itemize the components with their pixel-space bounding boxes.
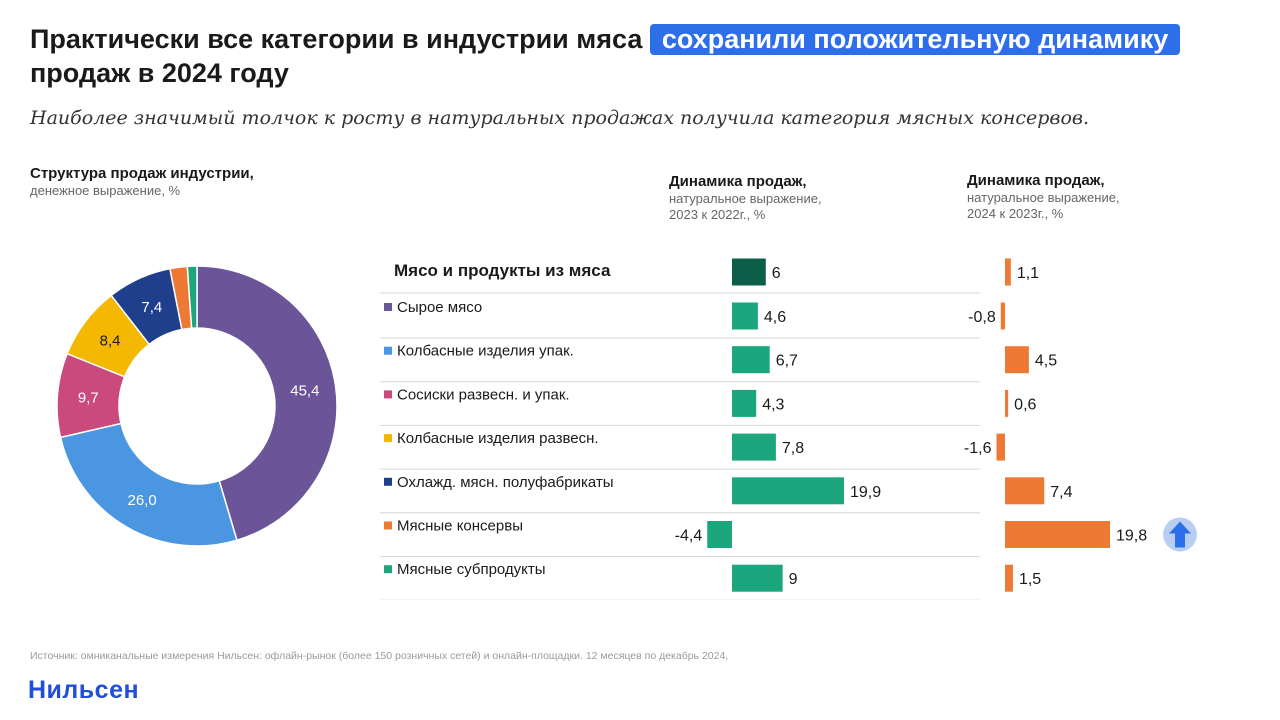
dynamics-2023-heading-block: Динамика продаж, натуральное выражение, … [669,173,822,223]
category-label-2: Сосиски развесн. и упак. [397,386,570,403]
row-5-2023-value-label: -4,4 [675,528,703,545]
title-part2: продаж в 2024 году [30,58,289,88]
row-3-2023-value-label: 7,8 [782,440,804,457]
row-2-2024-value-label: 0,6 [1014,396,1036,413]
row-2-2023-bar [732,389,757,417]
page-title: Практически все категории в индустрии мя… [30,22,1250,90]
donut-heading-block: Структура продаж индустрии, денежное выр… [30,165,254,199]
row-0-2023-value-label: 4,6 [764,309,786,326]
source-note: Источник: омниканальные измерения Нильсе… [30,650,729,662]
category-label-4: Охлажд. мясн. полуфабрикаты [397,474,614,491]
legend-square-3 [384,434,392,443]
row-6-2024-value-label: 1,5 [1019,571,1041,588]
row-0-2024-bar [1000,302,1005,330]
row-1-2023-bar [732,346,770,374]
dynamics-2024-heading-block: Динамика продаж, натуральное выражение, … [967,172,1120,222]
row-6-2023-value-label: 9 [789,571,798,588]
row-1-2023-value-label: 6,7 [776,353,798,370]
legend-square-0 [384,303,392,311]
title-part1: Практически все категории в индустрии мя… [30,24,643,54]
total-2023-bar [732,258,766,286]
dynamics-2023-heading: Динамика продаж, [669,173,807,190]
row-4-2023-bar [732,477,844,505]
category-label-0: Сырое мясо [397,299,482,316]
donut-subheading: денежное выражение, % [30,183,181,198]
dynamics-2024-subheading-1: натуральное выражение, [967,190,1120,205]
donut-slice-1 [59,422,238,547]
donut-value-label-3: 8,4 [100,332,121,349]
category-label-6: Мясные субпродукты [397,561,546,578]
brand-logo: Нильсен [28,676,140,704]
row-1-2024-value-label: 4,5 [1035,353,1057,370]
row-0-2024-value-label: -0,8 [968,309,996,326]
legend-square-1 [384,346,392,355]
row-4-2024-bar [1005,477,1045,505]
row-3-2024-bar [996,433,1005,461]
dynamics-2023-subheading-2: 2023 к 2022г., % [669,207,766,222]
row-0-2023-bar [732,302,758,330]
row-3-2023-bar [732,433,776,461]
donut-slice-6 [186,265,198,329]
donut-heading: Структура продаж индустрии, [30,165,254,182]
category-label-3: Колбасные изделия развесн. [397,430,599,447]
total-2024-bar [1005,258,1011,286]
category-label-5: Мясные консервы [397,518,523,535]
dynamics-2023-subheading-1: натуральное выражение, [669,191,822,206]
row-2-2024-bar [1005,389,1009,417]
donut-chart: 45,4 26,0 9,7 8,4 7,4 [56,265,338,547]
legend-square-5 [384,521,392,530]
total-category-label: Мясо и продукты из мяса [394,261,611,280]
donut-value-label-2: 9,7 [78,389,99,406]
total-2023-value-label: 6 [772,265,781,282]
row-5-2024-bar [1005,521,1110,548]
dynamics-2024-subheading-2: 2024 к 2023г., % [967,206,1064,221]
row-4-2024-value-label: 7,4 [1050,484,1072,501]
row-5-2023-bar [707,521,732,548]
row-3-2024-value-label: -1,6 [964,440,992,457]
legend-square-2 [384,390,392,399]
row-2-2023-value-label: 4,3 [762,396,784,413]
donut-value-label-4: 7,4 [141,299,162,316]
row-4-2023-value-label: 19,9 [850,484,881,501]
legend-square-6 [384,565,392,574]
dynamics-bar-chart: Мясо и продукты из мяса Сырое мясо Колбасн… [380,258,1197,600]
row-6-2023-bar [732,564,783,592]
total-2024-value-label: 1,1 [1017,265,1039,282]
arrow-up-icon [1163,517,1197,552]
title-highlight: сохранили положительную динамику [649,24,1181,55]
dynamics-2024-heading: Динамика продаж, [967,172,1105,189]
row-1-2024-bar [1005,346,1029,374]
donut-slice-0 [196,265,338,542]
row-6-2024-bar [1005,564,1013,592]
donut-value-label-0: 45,4 [290,382,319,399]
row-5-2024-value-label: 19,8 [1116,528,1147,545]
page-subtitle: Наиболее значимый толчок к росту в натур… [30,107,1089,129]
donut-value-label-1: 26,0 [128,492,157,509]
category-label-1: Колбасные изделия упак. [397,343,574,360]
legend-square-4 [384,477,392,486]
